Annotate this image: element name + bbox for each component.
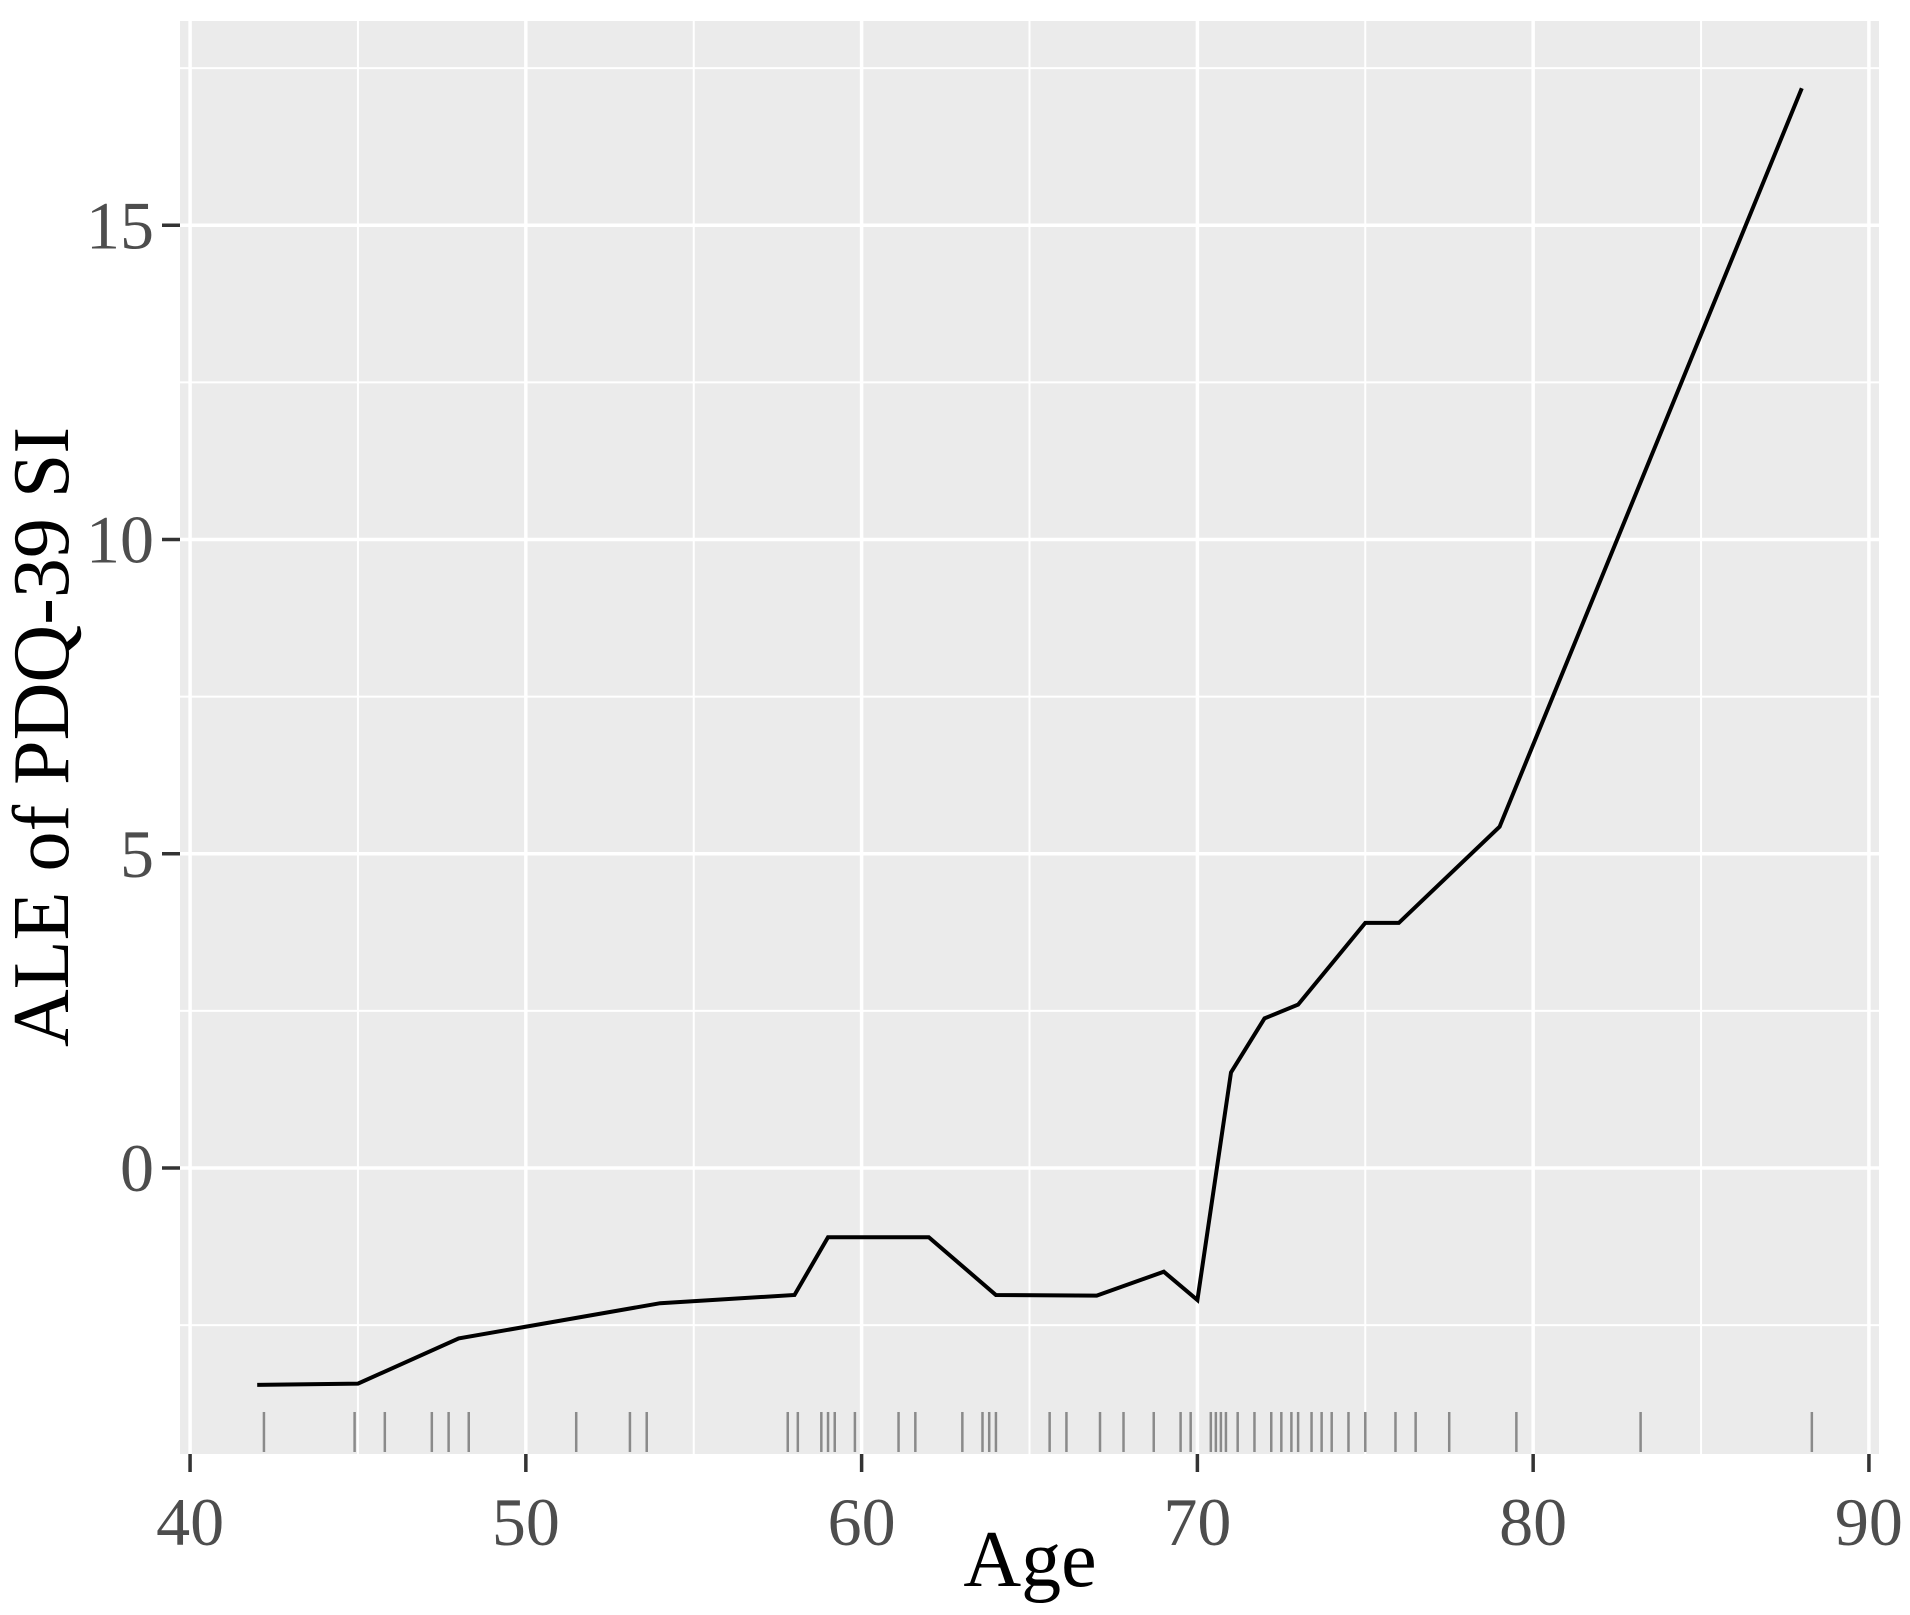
x-axis-tick-labels: 40 50 60 70 80 90 xyxy=(156,1484,1903,1560)
x-tick-label: 70 xyxy=(1163,1484,1231,1560)
rug-marks xyxy=(262,1412,1814,1452)
y-tick-label: 15 xyxy=(86,187,154,263)
x-tick-label: 90 xyxy=(1835,1484,1903,1560)
x-tick-label: 50 xyxy=(492,1484,560,1560)
gridlines-minor xyxy=(180,21,1879,1454)
x-tick-label: 60 xyxy=(828,1484,896,1560)
y-tick-label: 0 xyxy=(120,1130,154,1206)
x-tick-label: 40 xyxy=(156,1484,224,1560)
ale-curve xyxy=(257,87,1804,1387)
y-axis-title: ALE of PDQ-39 SI xyxy=(0,427,86,1047)
axis-tick-marks xyxy=(162,223,1871,1472)
gridlines-major xyxy=(180,21,1879,1454)
y-axis-tick-labels: 0 5 10 15 xyxy=(86,187,154,1206)
y-tick-label: 5 xyxy=(120,816,154,892)
y-tick-label: 10 xyxy=(86,502,154,578)
x-tick-label: 80 xyxy=(1499,1484,1567,1560)
x-axis-title: Age xyxy=(963,1516,1096,1604)
